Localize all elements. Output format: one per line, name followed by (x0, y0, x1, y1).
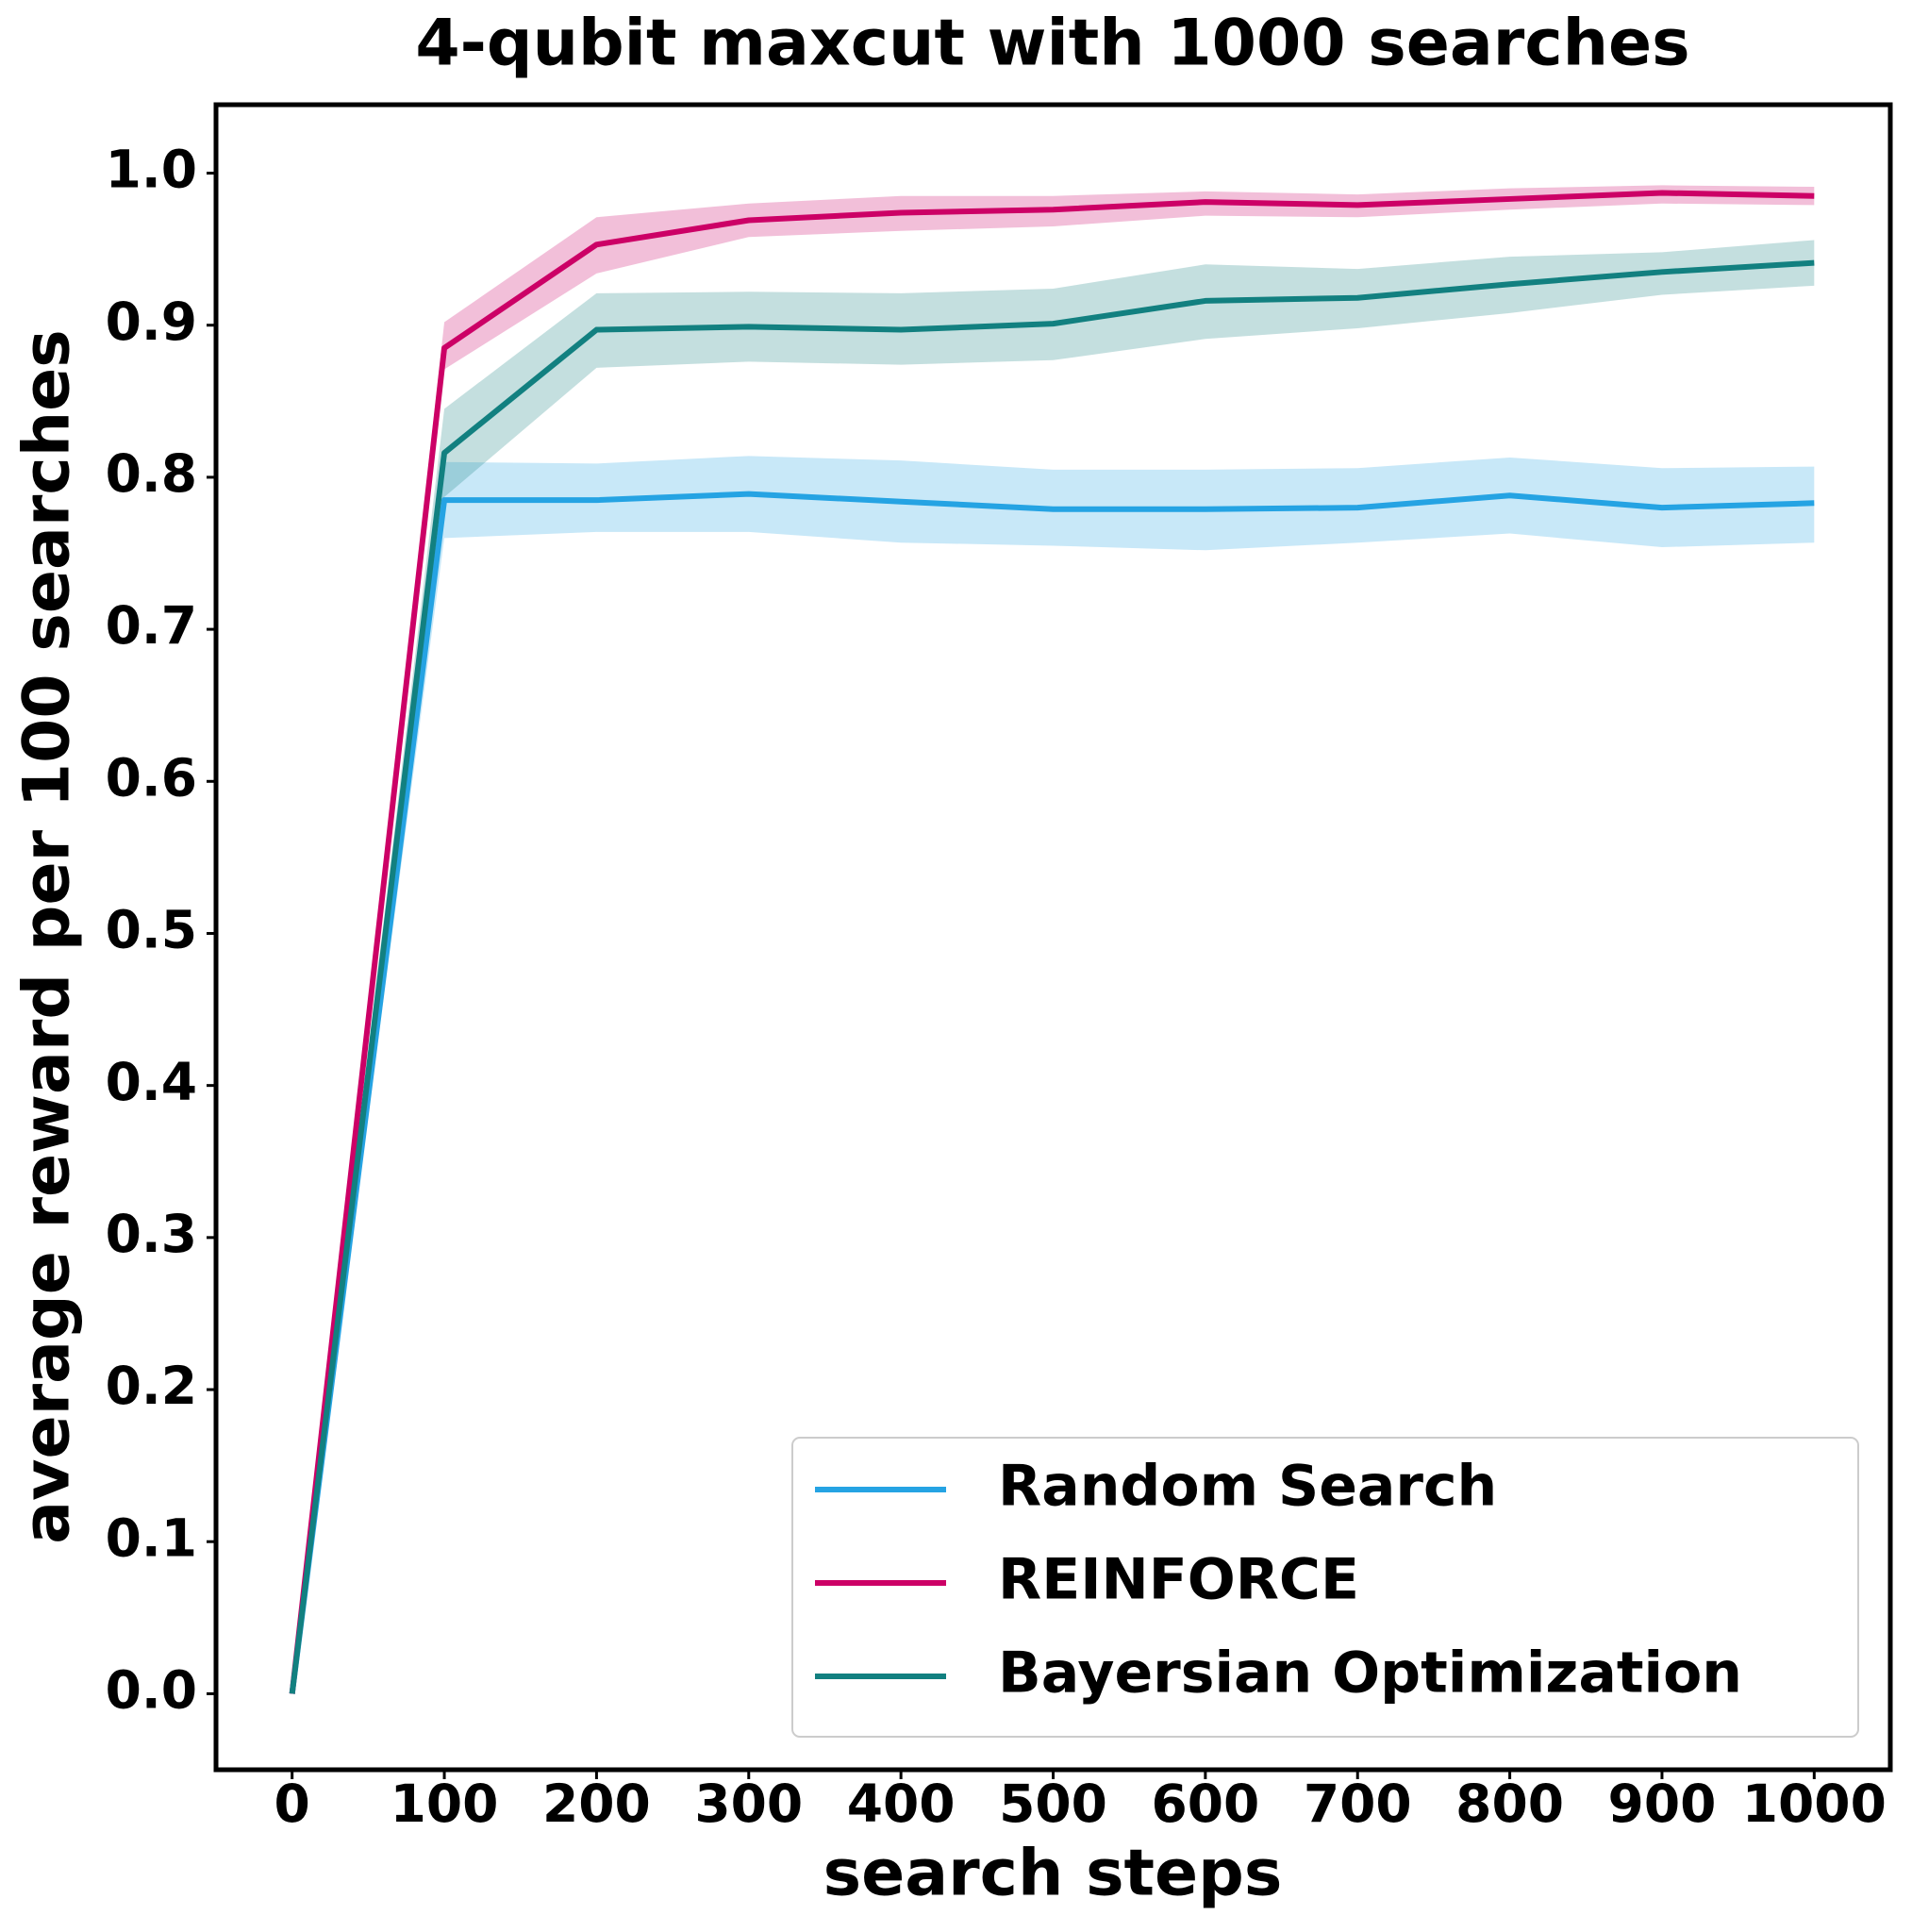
x-tick-label: 300 (694, 1774, 803, 1834)
x-tick-label: 700 (1304, 1774, 1412, 1834)
x-tick-label: 0 (274, 1774, 310, 1834)
y-tick-label: 0.2 (106, 1356, 197, 1416)
x-tick-label: 400 (847, 1774, 956, 1834)
y-tick-label: 0.1 (106, 1507, 197, 1568)
y-axis-label: average reward per 100 searches (10, 329, 85, 1543)
legend-label: Bayersian Optimization (998, 1641, 1742, 1707)
confidence-band (291, 185, 1815, 1694)
series-line (289, 491, 1815, 1694)
x-tick-label: 1000 (1742, 1774, 1887, 1834)
x-tick-label: 600 (1151, 1774, 1259, 1834)
series-line (289, 259, 1815, 1694)
x-tick-label: 200 (542, 1774, 651, 1834)
y-tick-label: 0.7 (106, 595, 197, 656)
x-axis-label: search steps (823, 1837, 1283, 1911)
y-tick-label: 0.4 (106, 1052, 197, 1112)
series-line (289, 190, 1815, 1694)
y-tick-label: 0.5 (106, 900, 197, 960)
legend-label: REINFORCE (998, 1547, 1359, 1613)
chart-title: 4-qubit maxcut with 1000 searches (415, 7, 1689, 81)
x-tick-label: 800 (1455, 1774, 1564, 1834)
y-tick-label: 0.8 (106, 443, 197, 504)
y-tick-label: 0.9 (106, 291, 197, 352)
legend-box (791, 1437, 1859, 1738)
plot-frame (213, 102, 1893, 1773)
y-tick-label: 0.0 (106, 1660, 197, 1721)
y-tick-label: 0.6 (106, 747, 197, 808)
x-tick-label: 900 (1608, 1774, 1717, 1834)
legend-label: Random Search (998, 1454, 1497, 1520)
x-tick-label: 500 (999, 1774, 1107, 1834)
y-tick-label: 0.3 (106, 1204, 197, 1264)
x-tick-label: 100 (391, 1774, 499, 1834)
y-tick-label: 1.0 (106, 140, 197, 200)
